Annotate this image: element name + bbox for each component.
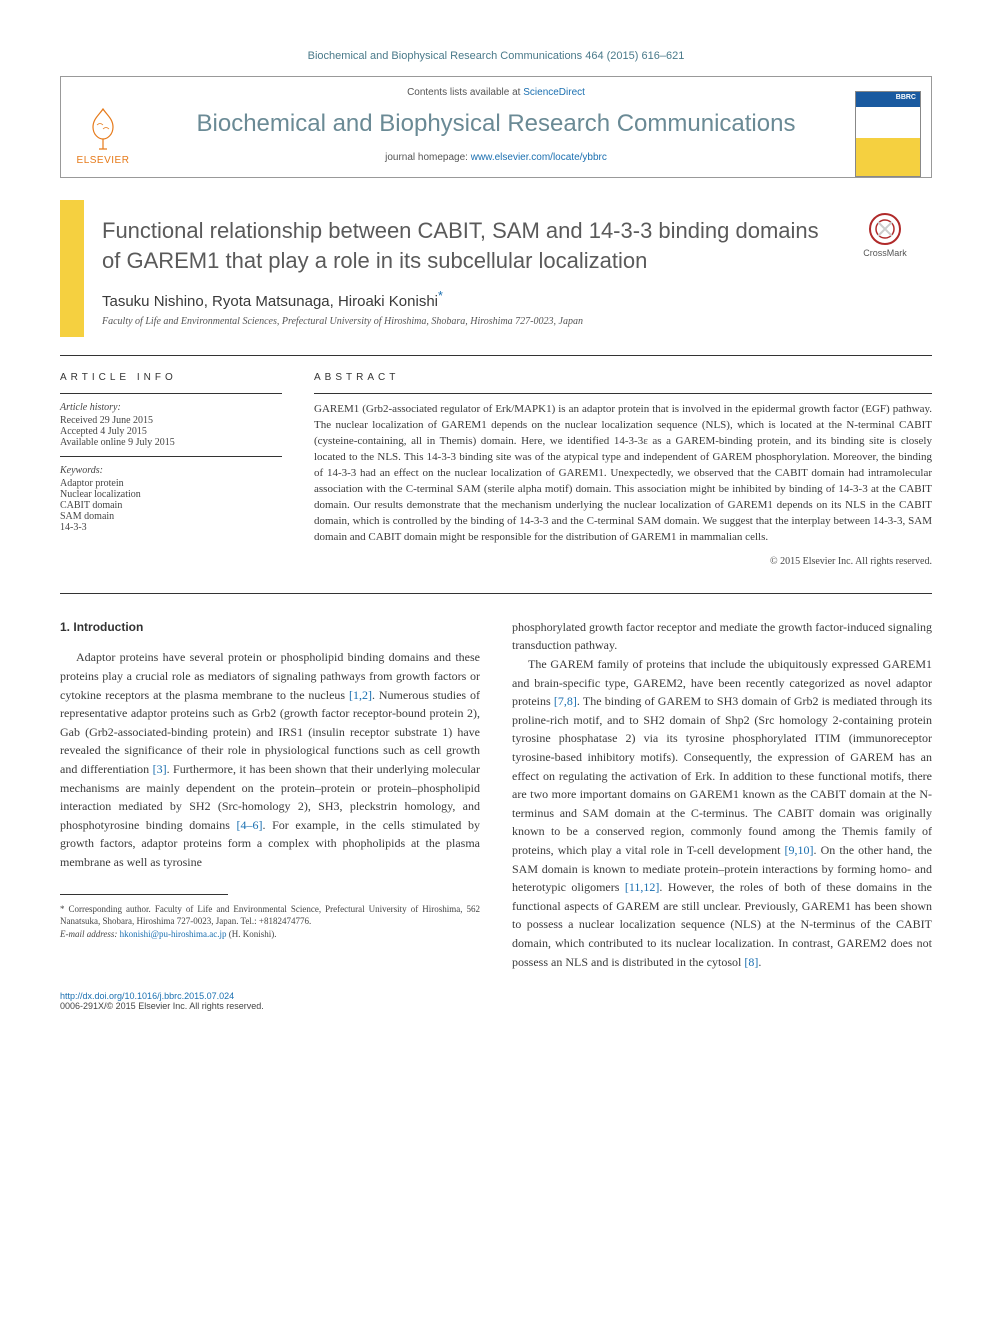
page-footer: http://dx.doi.org/10.1016/j.bbrc.2015.07… bbox=[60, 991, 932, 1011]
article-info-column: ARTICLE INFO Article history: Received 2… bbox=[60, 372, 282, 566]
section-number: 1. bbox=[60, 620, 70, 634]
ref-11-12[interactable]: [11,12] bbox=[625, 880, 660, 894]
running-head: Biochemical and Biophysical Research Com… bbox=[60, 50, 932, 62]
journal-name: Biochemical and Biophysical Research Com… bbox=[197, 110, 796, 137]
doi-link[interactable]: http://dx.doi.org/10.1016/j.bbrc.2015.07… bbox=[60, 991, 234, 1001]
keyword-1: Nuclear localization bbox=[60, 489, 282, 500]
corresponding-author-footnote: * Corresponding author. Faculty of Life … bbox=[60, 903, 480, 941]
journal-header-box: ELSEVIER Contents lists available at Sci… bbox=[60, 76, 932, 178]
keyword-0: Adaptor protein bbox=[60, 478, 282, 489]
section-1-title: 1. Introduction bbox=[60, 618, 480, 637]
title-block: CrossMark Functional relationship betwee… bbox=[60, 200, 932, 337]
sciencedirect-link[interactable]: ScienceDirect bbox=[523, 87, 585, 98]
section-title-text: Introduction bbox=[73, 620, 143, 634]
homepage-prefix: journal homepage: bbox=[385, 152, 471, 163]
info-rule-top bbox=[60, 393, 282, 394]
issn-copyright: 0006-291X/© 2015 Elsevier Inc. All right… bbox=[60, 1001, 932, 1011]
corr-email-link[interactable]: hkonishi@pu-hiroshima.ac.jp bbox=[120, 929, 227, 939]
ref-4-6[interactable]: [4–6] bbox=[236, 818, 262, 832]
body-col-right: phosphorylated growth factor receptor an… bbox=[512, 618, 932, 971]
body-columns: 1. Introduction Adaptor proteins have se… bbox=[60, 618, 932, 971]
ref-3[interactable]: [3] bbox=[153, 762, 167, 776]
intro-para-1-cont: phosphorylated growth factor receptor an… bbox=[512, 618, 932, 655]
email-who: (H. Konishi). bbox=[226, 929, 276, 939]
online-date: Available online 9 July 2015 bbox=[60, 437, 282, 448]
elsevier-tree-icon bbox=[79, 105, 127, 153]
title-divider bbox=[60, 355, 932, 356]
ref-7-8[interactable]: [7,8] bbox=[554, 694, 577, 708]
authors-line: Tasuku Nishino, Ryota Matsunaga, Hiroaki… bbox=[102, 289, 914, 310]
authors-names: Tasuku Nishino, Ryota Matsunaga, Hiroaki… bbox=[102, 293, 438, 310]
crossmark-badge[interactable]: CrossMark bbox=[844, 212, 926, 258]
info-abstract-row: ARTICLE INFO Article history: Received 2… bbox=[60, 372, 932, 566]
publisher-logo-text: ELSEVIER bbox=[71, 155, 135, 166]
corresponding-mark: * bbox=[438, 289, 443, 303]
footnote-rule bbox=[60, 894, 228, 895]
keyword-3: SAM domain bbox=[60, 511, 282, 522]
abstract-heading: ABSTRACT bbox=[314, 372, 932, 383]
journal-homepage-link[interactable]: www.elsevier.com/locate/ybbrc bbox=[471, 152, 607, 163]
accepted-date: Accepted 4 July 2015 bbox=[60, 426, 282, 437]
info-rule-mid bbox=[60, 456, 282, 457]
article-title: Functional relationship between CABIT, S… bbox=[102, 216, 842, 275]
keywords-label: Keywords: bbox=[60, 465, 282, 476]
journal-homepage-line: journal homepage: www.elsevier.com/locat… bbox=[61, 148, 931, 177]
article-history-label: Article history: bbox=[60, 402, 282, 413]
crossmark-label: CrossMark bbox=[844, 248, 926, 258]
email-label: E-mail address: bbox=[60, 929, 120, 939]
affiliation: Faculty of Life and Environmental Scienc… bbox=[102, 316, 914, 327]
intro-para-2: The GAREM family of proteins that includ… bbox=[512, 655, 932, 971]
abstract-rule bbox=[314, 393, 932, 394]
abstract-column: ABSTRACT GAREM1 (Grb2-associated regulat… bbox=[314, 372, 932, 566]
article-info-heading: ARTICLE INFO bbox=[60, 372, 282, 383]
body-col-left: 1. Introduction Adaptor proteins have se… bbox=[60, 618, 480, 971]
ref-8[interactable]: [8] bbox=[744, 955, 758, 969]
abstract-text: GAREM1 (Grb2-associated regulator of Erk… bbox=[314, 402, 932, 545]
keyword-2: CABIT domain bbox=[60, 500, 282, 511]
keyword-4: 14-3-3 bbox=[60, 522, 282, 533]
crossmark-icon bbox=[868, 212, 902, 246]
publisher-logo: ELSEVIER bbox=[71, 105, 135, 166]
ref-1-2[interactable]: [1,2] bbox=[349, 688, 372, 702]
contents-lists-line: Contents lists available at ScienceDirec… bbox=[61, 77, 931, 104]
contents-prefix: Contents lists available at bbox=[407, 87, 523, 98]
received-date: Received 29 June 2015 bbox=[60, 415, 282, 426]
journal-cover-thumbnail bbox=[855, 91, 921, 177]
intro-para-1: Adaptor proteins have several protein or… bbox=[60, 648, 480, 871]
abstract-bottom-rule bbox=[60, 593, 932, 594]
abstract-copyright: © 2015 Elsevier Inc. All rights reserved… bbox=[314, 556, 932, 567]
ref-9-10[interactable]: [9,10] bbox=[785, 843, 814, 857]
corr-author-text: * Corresponding author. Faculty of Life … bbox=[60, 903, 480, 928]
